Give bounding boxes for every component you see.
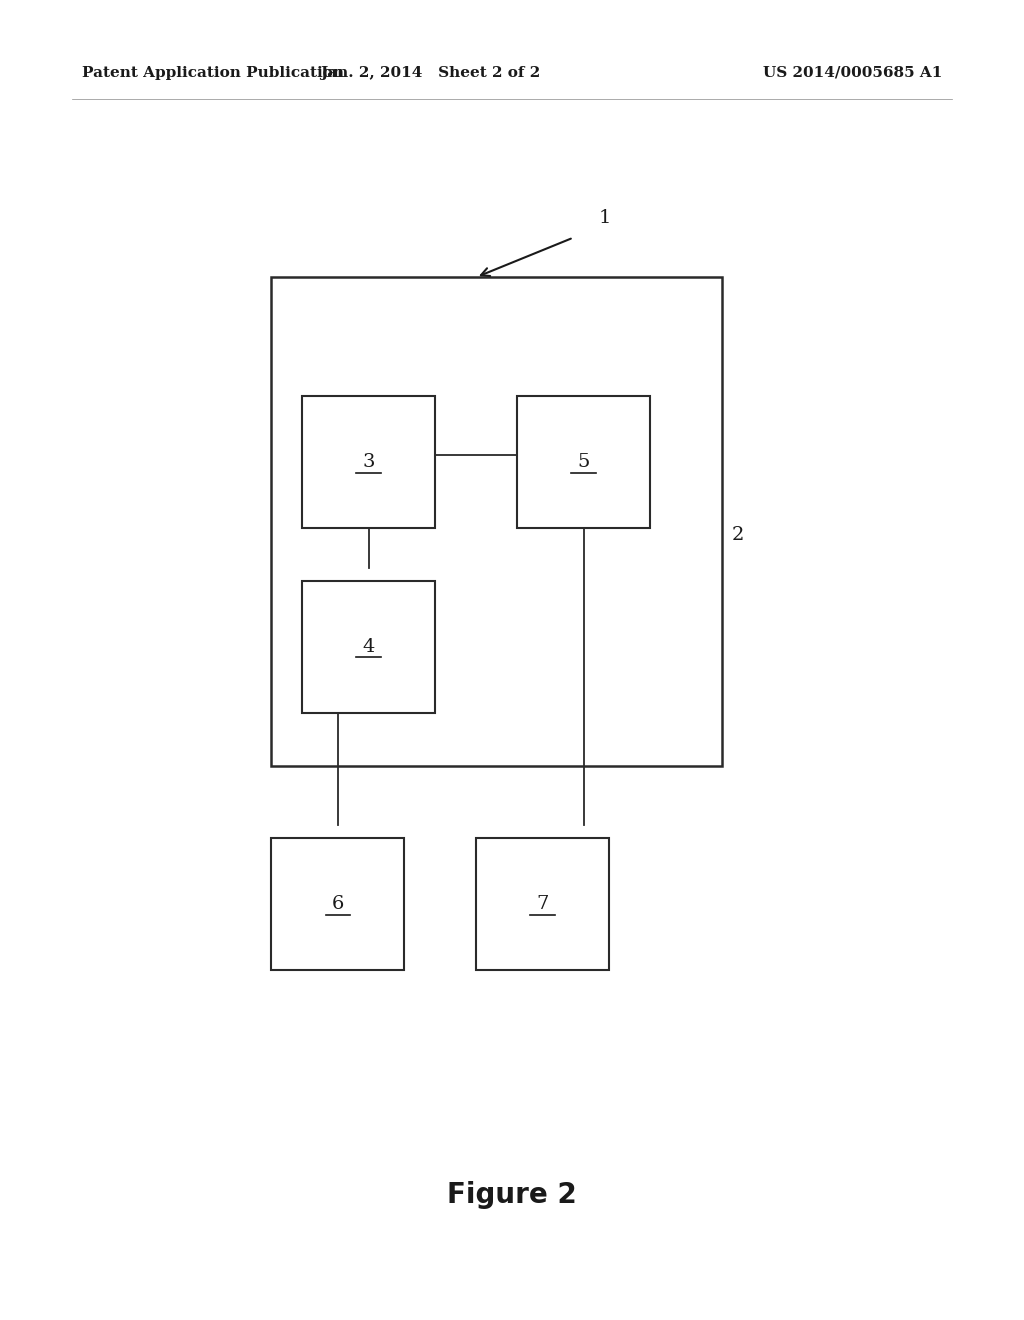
Text: 4: 4: [362, 638, 375, 656]
FancyBboxPatch shape: [517, 396, 650, 528]
FancyBboxPatch shape: [302, 581, 435, 713]
Text: 3: 3: [362, 453, 375, 471]
FancyBboxPatch shape: [271, 277, 722, 766]
Text: 5: 5: [578, 453, 590, 471]
FancyBboxPatch shape: [476, 838, 609, 970]
Text: 2: 2: [732, 525, 744, 544]
Text: US 2014/0005685 A1: US 2014/0005685 A1: [763, 66, 942, 79]
Text: Figure 2: Figure 2: [447, 1180, 577, 1209]
Text: 6: 6: [332, 895, 344, 913]
Text: 7: 7: [537, 895, 549, 913]
FancyBboxPatch shape: [271, 838, 404, 970]
Text: Patent Application Publication: Patent Application Publication: [82, 66, 344, 79]
FancyBboxPatch shape: [302, 396, 435, 528]
Text: 1: 1: [599, 209, 611, 227]
Text: Jan. 2, 2014   Sheet 2 of 2: Jan. 2, 2014 Sheet 2 of 2: [319, 66, 541, 79]
